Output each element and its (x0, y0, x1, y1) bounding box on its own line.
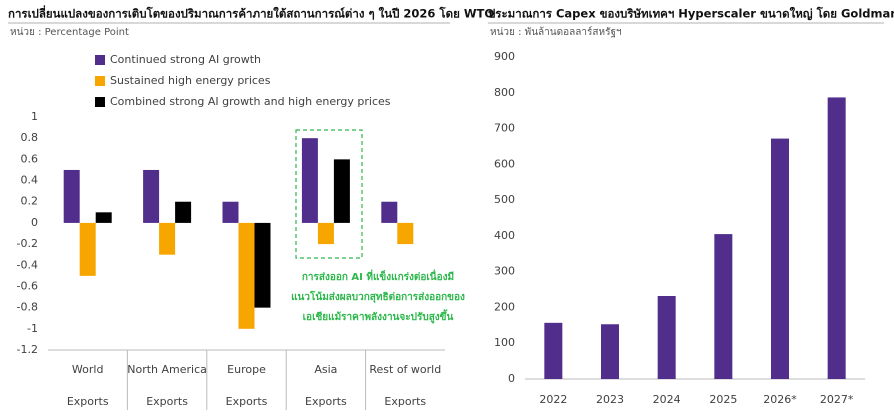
chart-subtitle: หน่วย : Percentage Point (10, 27, 129, 38)
bar (222, 201, 239, 223)
y-tick-label: 300 (494, 265, 515, 278)
highlight-box (295, 129, 363, 259)
y-tick-label: 100 (494, 336, 515, 349)
x-tick-label: Europe (227, 363, 266, 376)
bar (714, 234, 733, 379)
y-tick-label: 900 (494, 50, 515, 63)
legend-label: Combined strong AI growth and high energ… (110, 95, 391, 108)
y-tick-label: 0.4 (21, 174, 39, 187)
bar (317, 222, 334, 245)
legend-swatch (95, 55, 105, 65)
x-tick-label: Exports (305, 395, 347, 408)
x-tick-label: 2023 (596, 393, 624, 406)
y-tick-label: -1 (27, 322, 38, 335)
x-tick-label: Exports (146, 395, 188, 408)
annotation: การส่งออก AI ที่แข็งแกร่งต่อเนื่องมี (302, 269, 454, 283)
chart-subtitle: หน่วย : พันล้านดอลลาร์สหรัฐฯ (490, 26, 622, 38)
x-tick-label: Exports (226, 395, 268, 408)
bar (333, 159, 350, 223)
bar (175, 201, 192, 223)
y-tick-label: 0.2 (21, 195, 39, 208)
bar (381, 201, 398, 223)
y-tick-label: -0.8 (17, 301, 38, 314)
bar (601, 324, 619, 379)
bar (254, 222, 271, 308)
x-tick-label: Exports (67, 395, 109, 408)
x-tick-label: Rest of world (369, 363, 441, 376)
y-tick-label: 400 (494, 229, 515, 242)
x-tick-label: 2024 (653, 393, 681, 406)
y-tick-label: 800 (494, 86, 515, 99)
y-tick-label: 0.8 (21, 131, 39, 144)
chart-title: ประมาณการ Capex ของบริษัทเทคฯ Hyperscale… (488, 6, 894, 21)
annotation: แนวโน้มส่งผลบวกสุทธิต่อการส่งออกของ (291, 290, 465, 303)
y-tick-label: 1 (31, 110, 38, 123)
x-tick-label: 2027* (820, 393, 854, 406)
bar (657, 295, 676, 379)
legend-label: Continued strong AI growth (110, 53, 261, 66)
y-tick-label: 500 (494, 193, 515, 206)
bar (63, 169, 80, 223)
x-tick-label: 2026* (763, 393, 797, 406)
y-tick-label: -1.2 (17, 343, 38, 356)
x-tick-label: Exports (384, 395, 426, 408)
y-tick-label: 0 (31, 216, 38, 229)
bar (95, 212, 112, 223)
bar (827, 97, 846, 379)
bar (397, 222, 414, 245)
bar (79, 222, 96, 276)
chart-title: การเปลี่ยนแปลงของการเติบโตของปริมาณการค้… (8, 5, 494, 21)
y-tick-label: 0 (508, 372, 515, 385)
y-tick-label: 600 (494, 157, 515, 170)
x-tick-label: Asia (314, 363, 337, 376)
bar (159, 222, 176, 255)
y-tick-label: -0.6 (17, 279, 38, 292)
bar (771, 138, 789, 379)
bar (238, 222, 255, 329)
x-tick-label: World (72, 363, 104, 376)
y-tick-label: 0.6 (21, 152, 39, 165)
legend-swatch (95, 97, 105, 107)
bar (143, 169, 160, 223)
legend-label: Sustained high energy prices (110, 74, 271, 87)
annotation: เอเชียแม้ราคาพลังงานจะปรับสูงขึ้น (303, 309, 454, 324)
x-tick-label: 2025 (709, 393, 737, 406)
x-tick-label: North America (127, 363, 207, 376)
bar (544, 322, 563, 379)
y-tick-label: -0.4 (17, 258, 38, 271)
x-tick-label: 2022 (539, 393, 567, 406)
bar (301, 138, 318, 223)
y-tick-label: 200 (494, 300, 515, 313)
y-tick-label: -0.2 (17, 237, 38, 250)
legend-swatch (95, 76, 105, 86)
y-tick-label: 700 (494, 122, 515, 135)
